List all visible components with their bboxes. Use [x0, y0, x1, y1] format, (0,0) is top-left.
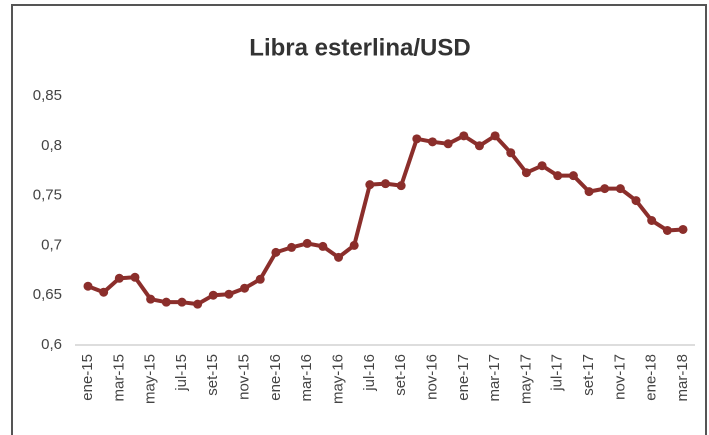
x-tick-label: ene-18 [643, 354, 660, 401]
point-marker [537, 161, 547, 171]
x-tick-label: ene-16 [267, 354, 284, 401]
point-marker [412, 134, 422, 144]
point-marker [631, 196, 641, 206]
point-marker [161, 297, 171, 307]
x-tick-label: mar-16 [298, 354, 315, 402]
point-marker [271, 247, 281, 257]
x-tick-label: may-15 [142, 354, 159, 404]
point-marker [240, 283, 250, 293]
x-tick-label: mar-17 [486, 354, 503, 402]
point-marker [662, 225, 672, 235]
point-marker [224, 289, 234, 299]
point-marker [302, 238, 312, 248]
x-tick-label: ene-17 [455, 354, 472, 401]
x-tick-label: set-15 [204, 354, 221, 396]
point-marker [678, 224, 688, 234]
x-tick-label: set-16 [392, 354, 409, 396]
x-tick-label: mar-15 [110, 354, 127, 402]
y-tick-label: 0,75 [33, 187, 62, 204]
chart-title: Libra esterlina/USD [249, 34, 470, 61]
x-tick-label: may-16 [329, 354, 346, 404]
y-tick-label: 0,8 [41, 137, 62, 154]
x-tick-label: ene-15 [79, 354, 96, 401]
point-marker [443, 139, 453, 149]
point-marker [490, 131, 500, 141]
point-marker [318, 241, 328, 251]
x-tick-label: jul-15 [173, 354, 190, 392]
point-marker [568, 171, 578, 181]
point-marker [349, 240, 359, 250]
x-tick-label: nov-16 [423, 354, 440, 400]
point-marker [114, 273, 124, 283]
point-marker [474, 141, 484, 151]
point-marker [83, 281, 93, 291]
point-marker [99, 287, 109, 297]
point-marker [287, 242, 297, 252]
point-marker [381, 179, 390, 189]
point-marker [193, 299, 203, 309]
y-tick-label: 0,85 [33, 87, 62, 104]
point-marker [600, 184, 610, 194]
point-marker [615, 184, 625, 194]
y-tick-label: 0,65 [33, 286, 62, 303]
y-tick-label: 0,7 [41, 236, 62, 253]
x-tick-label: nov-17 [611, 354, 628, 400]
x-tick-label: may-17 [517, 354, 534, 404]
point-marker [255, 274, 265, 284]
point-marker [459, 131, 469, 141]
x-tick-label: jul-16 [361, 354, 378, 392]
point-marker [553, 171, 563, 181]
x-tick-label: mar-18 [674, 354, 691, 402]
point-marker [130, 272, 140, 282]
point-marker [521, 168, 531, 178]
point-marker [396, 181, 406, 191]
point-marker [334, 252, 344, 262]
x-tick-label: nov-15 [236, 354, 253, 400]
point-marker [506, 148, 516, 158]
point-marker [177, 297, 187, 307]
x-tick-label: jul-17 [549, 354, 566, 392]
point-marker [647, 216, 657, 225]
point-marker [208, 290, 218, 300]
y-tick-label: 0,6 [41, 336, 62, 353]
point-marker [584, 187, 594, 197]
point-marker [146, 294, 156, 304]
x-tick-label: set-17 [580, 354, 597, 396]
point-marker [365, 180, 375, 190]
point-marker [427, 137, 437, 147]
